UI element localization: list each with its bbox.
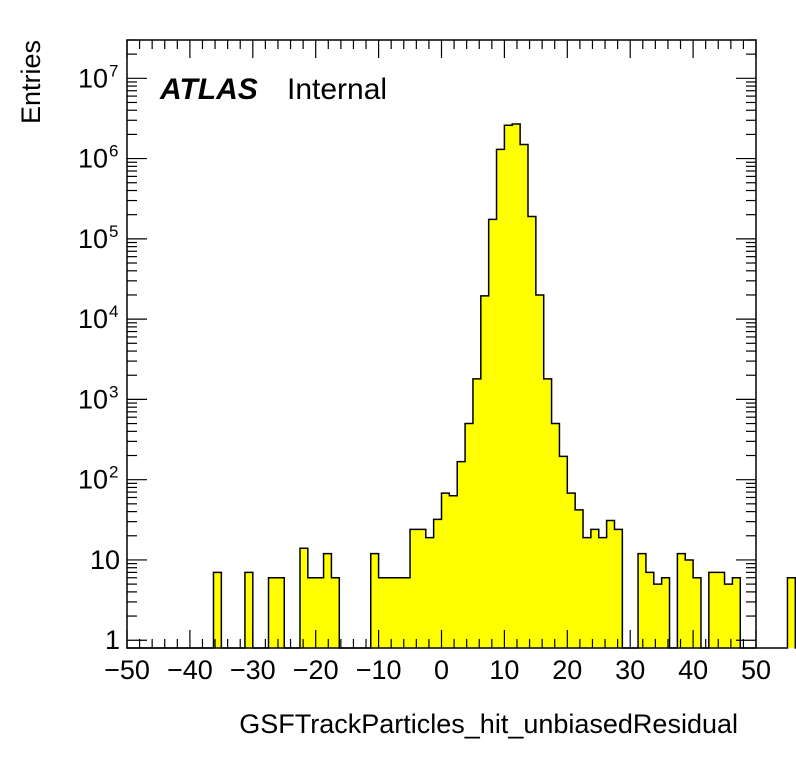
histogram-bar (386, 577, 395, 648)
histogram-bar (410, 529, 419, 648)
histogram-bar (638, 553, 647, 648)
axis-ticks (126, 39, 757, 648)
histogram-bar (496, 149, 505, 648)
y-tick-exponent: 2 (109, 463, 118, 482)
x-axis-title: GSFTrackParticles_hit_unbiasedResidual (239, 709, 738, 739)
histogram-bar (323, 553, 332, 648)
histogram-bar (449, 495, 458, 648)
histogram-bar (787, 577, 796, 648)
x-tick-label: −30 (230, 655, 276, 685)
histogram-bar (315, 577, 324, 648)
y-tick-exponent: 4 (109, 302, 118, 321)
x-tick-labels: −50 −40 −30 −20 −10 0 10 20 30 40 50 (104, 655, 771, 685)
histogram-bar (299, 548, 309, 648)
experiment-label: ATLAS (159, 73, 258, 106)
histogram-bar (480, 295, 489, 648)
histogram-bar (504, 125, 513, 648)
y-tick-label: 10 (78, 63, 108, 93)
x-tick-label: −40 (167, 655, 213, 685)
histogram-bar (543, 378, 552, 648)
histogram-bar (614, 529, 623, 648)
histogram-bar (402, 577, 411, 648)
histogram-bar (645, 572, 655, 648)
histogram-bar (512, 123, 521, 648)
histogram-bar (535, 294, 545, 648)
x-tick-label: 50 (741, 655, 771, 685)
histogram-bar (370, 553, 379, 648)
y-tick-label: 10 (90, 545, 120, 575)
y-tick-label: 10 (78, 144, 108, 174)
histogram-bar (457, 461, 466, 648)
y-tick-exponent: 3 (109, 382, 118, 401)
y-axis-title: Entries (16, 40, 46, 124)
histogram-bar (685, 559, 694, 648)
x-tick-label: −50 (104, 655, 150, 685)
histogram-bar (472, 378, 482, 648)
histogram-bar (583, 537, 592, 648)
histogram-bar (417, 529, 427, 648)
histogram-bar (551, 423, 560, 648)
histogram-bar (433, 519, 442, 648)
histogram-bar (677, 553, 686, 648)
y-tick-label: 10 (78, 465, 108, 495)
x-tick-label: 30 (615, 655, 645, 685)
histogram-bar (268, 577, 277, 648)
x-tick-label: −20 (293, 655, 339, 685)
histogram-bar (567, 493, 576, 648)
histogram-bar (606, 520, 615, 648)
histogram-bar (394, 577, 403, 648)
x-tick-label: 20 (552, 655, 582, 685)
x-tick-label: 40 (678, 655, 708, 685)
histogram-bar (653, 584, 662, 648)
histogram-bar (661, 577, 670, 648)
y-tick-label: 1 (105, 625, 120, 655)
histogram-bar (598, 537, 607, 648)
histogram-bar (276, 577, 285, 648)
y-tick-label: 10 (78, 304, 108, 334)
histogram-bar (441, 493, 450, 648)
histogram-bar (708, 572, 717, 648)
histogram-bar (590, 529, 600, 648)
histogram-bar (716, 572, 725, 648)
histogram-bar (527, 216, 537, 648)
y-tick-label: 10 (78, 384, 108, 414)
y-tick-exponent: 5 (109, 222, 118, 241)
histogram-bar (378, 577, 387, 648)
histogram-bar (724, 584, 733, 648)
y-tick-label: 10 (78, 224, 108, 254)
y-tick-exponent: 7 (109, 61, 118, 80)
histogram-bar (575, 509, 584, 648)
x-tick-label: 10 (489, 655, 519, 685)
x-tick-label: 0 (434, 655, 449, 685)
y-tick-exponent: 6 (109, 142, 118, 161)
x-tick-label: −10 (356, 655, 402, 685)
status-label: Internal (287, 73, 387, 106)
histogram-bar (559, 456, 568, 648)
histogram-bar (520, 144, 529, 648)
histogram-bar (693, 577, 702, 648)
histogram-bar (465, 423, 474, 648)
histogram-bar (331, 577, 340, 648)
histogram-bar (732, 577, 741, 648)
histogram-bar (425, 537, 434, 648)
histogram-bar (213, 572, 222, 648)
histogram-bar (244, 572, 254, 648)
histogram-bar (307, 577, 316, 648)
histogram-bars (213, 123, 796, 648)
histogram-bar (488, 219, 497, 648)
